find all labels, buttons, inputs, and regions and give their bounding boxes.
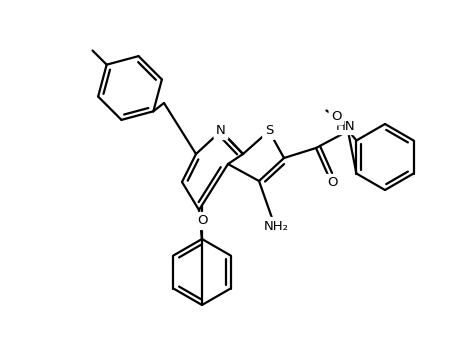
Text: N: N <box>216 124 226 138</box>
Text: NH₂: NH₂ <box>263 219 289 233</box>
Text: HN: HN <box>336 120 356 132</box>
Text: O: O <box>331 110 342 123</box>
Text: S: S <box>265 124 273 138</box>
Text: O: O <box>327 176 337 190</box>
Text: O: O <box>197 215 207 227</box>
